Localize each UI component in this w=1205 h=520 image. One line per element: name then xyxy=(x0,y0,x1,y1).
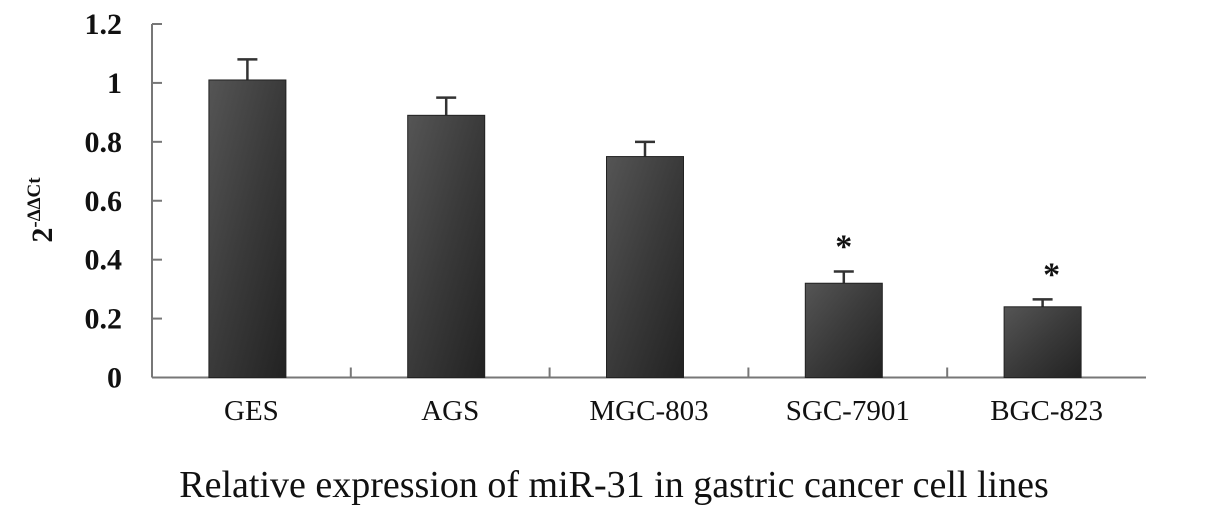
bar-group xyxy=(208,58,287,379)
significance-marker: * xyxy=(835,228,852,265)
x-tick-label: GES xyxy=(224,395,279,427)
bar-group: * xyxy=(1003,256,1082,378)
y-axis: 0 0.2 0.4 0.6 0.8 1 1.2 xyxy=(85,8,162,395)
x-axis: GES AGS MGC-803 SGC-7901 BGC-823 xyxy=(152,367,1146,427)
bar xyxy=(606,156,684,378)
bar-group xyxy=(606,140,684,378)
x-tick-label: BGC-823 xyxy=(990,395,1103,427)
y-tick-label: 0.4 xyxy=(85,244,123,277)
y-tick-label: 1 xyxy=(107,67,122,100)
y-axis-label-superscript: -ΔΔCt xyxy=(24,177,45,228)
bar xyxy=(208,79,287,379)
x-tick-label: MGC-803 xyxy=(589,395,708,427)
bar xyxy=(1003,306,1082,378)
y-tick-label: 0.2 xyxy=(85,303,123,336)
y-tick-label: 0.6 xyxy=(85,185,123,218)
bar-group: * xyxy=(804,228,883,379)
bar xyxy=(407,114,486,378)
significance-marker: * xyxy=(1043,256,1060,293)
y-tick-label: 0 xyxy=(107,362,122,395)
chart-title: Relative expression of miR-31 in gastric… xyxy=(179,464,1049,506)
y-axis-label: 2-ΔΔCt xyxy=(24,177,59,243)
bar xyxy=(804,282,883,379)
y-axis-label-base: 2 xyxy=(26,228,59,243)
x-tick-label: SGC-7901 xyxy=(786,395,910,427)
y-tick-label: 0.8 xyxy=(85,126,123,159)
y-tick-label: 1.2 xyxy=(85,8,123,41)
bar-group xyxy=(407,96,486,378)
x-tick-label: AGS xyxy=(421,395,479,427)
bars: ** xyxy=(208,58,1082,379)
